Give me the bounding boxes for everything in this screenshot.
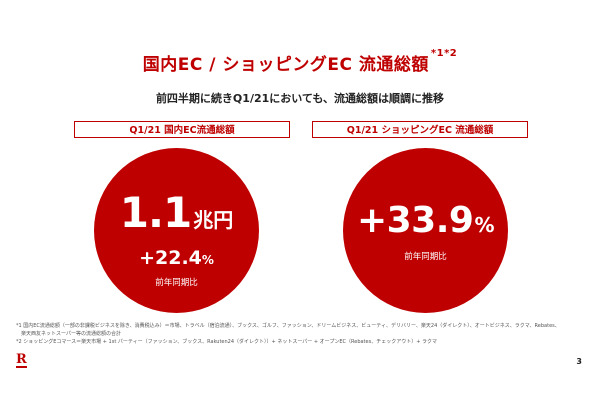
footnote-line: 楽天西友ネットスーパー等の流通総額の合計: [16, 331, 121, 337]
domestic-ec-circle: 1.1 兆円 +22.4% 前年同期比: [94, 148, 259, 313]
slide-subtitle: 前四半期に続きQ1/21においても、流通総額は順調に推移: [155, 92, 445, 105]
logo-letter: R: [16, 352, 27, 367]
rakuten-logo: R: [16, 352, 27, 368]
slide-title: 国内EC / ショッピングEC 流通総額*1*2: [0, 48, 600, 75]
domestic-ec-label: Q1/21 国内EC流通総額: [74, 121, 290, 138]
domestic-ec-yoy-caption: 前年同期比: [155, 278, 198, 288]
title-footnote-mark: *1*2: [430, 48, 458, 59]
slide-title-text: 国内EC / ショッピングEC 流通総額: [142, 55, 429, 75]
shopping-ec-growth: +33.9%: [343, 200, 508, 241]
shopping-ec-label: Q1/21 ショッピングEC 流通総額: [312, 121, 528, 138]
domestic-ec-growth-unit: %: [201, 253, 214, 267]
footnote-line: *2 ショッピングEコマース＝楽天市場 + 1st パーティー（ファッション、ブ…: [16, 339, 437, 345]
shopping-ec-growth-unit: %: [474, 213, 495, 237]
domestic-ec-growth: +22.4%: [94, 247, 259, 269]
domestic-ec-amount-value: 1.1: [119, 188, 192, 237]
footnotes: *1 国内EC流通総額（一部の非課税ビジネスを除き、消費税込み）＝市場、トラベル…: [16, 322, 576, 346]
page-number: 3: [576, 357, 582, 366]
shopping-ec-circle: +33.9% 前年同期比: [343, 148, 508, 313]
logo-underline: [16, 366, 27, 368]
footnote-line: *1 国内EC流通総額（一部の非課税ビジネスを除き、消費税込み）＝市場、トラベル…: [16, 323, 560, 329]
domestic-ec-panel: Q1/21 国内EC流通総額: [74, 121, 290, 138]
shopping-ec-yoy-caption: 前年同期比: [404, 252, 447, 262]
shopping-ec-growth-value: +33.9: [356, 200, 474, 241]
domestic-ec-growth-value: +22.4: [139, 247, 202, 269]
domestic-ec-amount: 1.1 兆円: [94, 188, 259, 237]
shopping-ec-panel: Q1/21 ショッピングEC 流通総額: [312, 121, 528, 138]
domestic-ec-amount-unit: 兆円: [193, 208, 234, 232]
